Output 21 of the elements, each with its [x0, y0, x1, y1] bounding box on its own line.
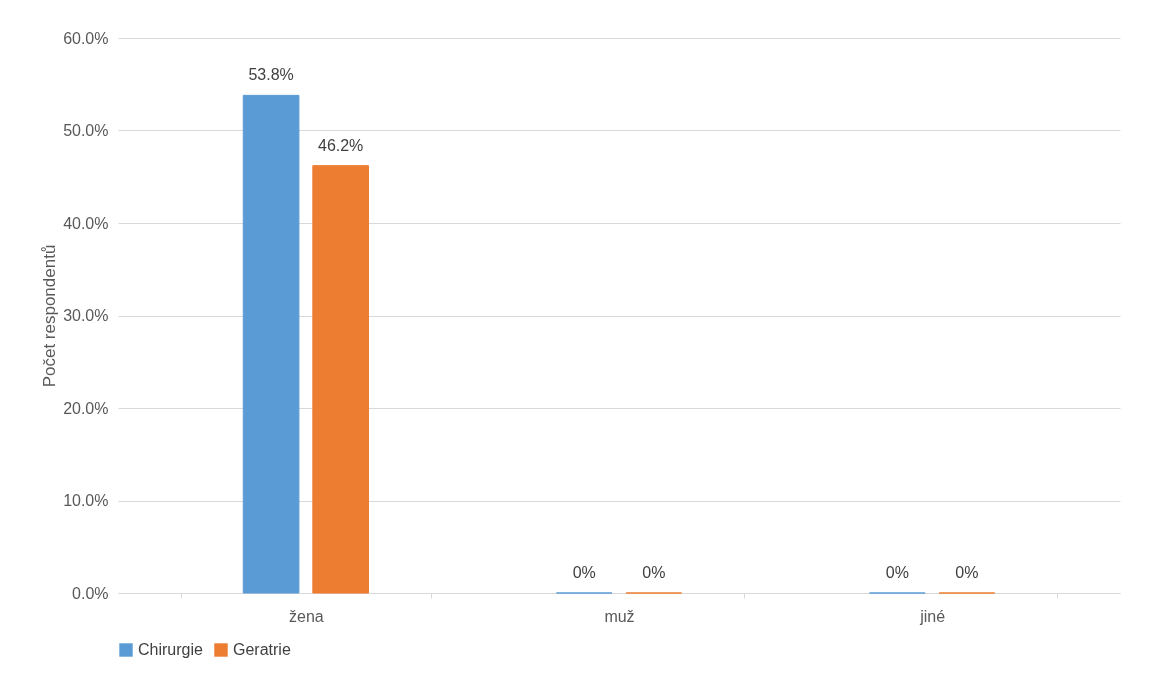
- data-label: 0%: [955, 564, 979, 581]
- y-tick-label: 60.0%: [63, 29, 109, 47]
- data-label: 53.8%: [248, 66, 294, 84]
- x-tick-label: žena: [289, 607, 324, 625]
- bar: [312, 165, 369, 594]
- x-tick-label: jiné: [919, 607, 946, 625]
- data-label: 0%: [642, 564, 666, 581]
- y-tick-label: 50.0%: [63, 122, 109, 139]
- y-tick-label: 10.0%: [63, 492, 109, 509]
- y-axis-title: Počet respondentů: [40, 244, 60, 388]
- y-tick-label: 30.0%: [63, 307, 109, 324]
- legend-label: Geratrie: [233, 641, 291, 658]
- y-tick-label: 0.0%: [72, 584, 109, 602]
- bar: [242, 94, 300, 594]
- y-tick-label: 20.0%: [63, 399, 109, 417]
- data-label: 46.2%: [317, 136, 364, 154]
- x-tick-label: muž: [604, 607, 635, 625]
- data-label: 0%: [885, 564, 909, 581]
- legend-label: Chirurgie: [138, 641, 204, 658]
- y-tick-label: 40.0%: [63, 214, 109, 232]
- data-label: 0%: [572, 564, 596, 581]
